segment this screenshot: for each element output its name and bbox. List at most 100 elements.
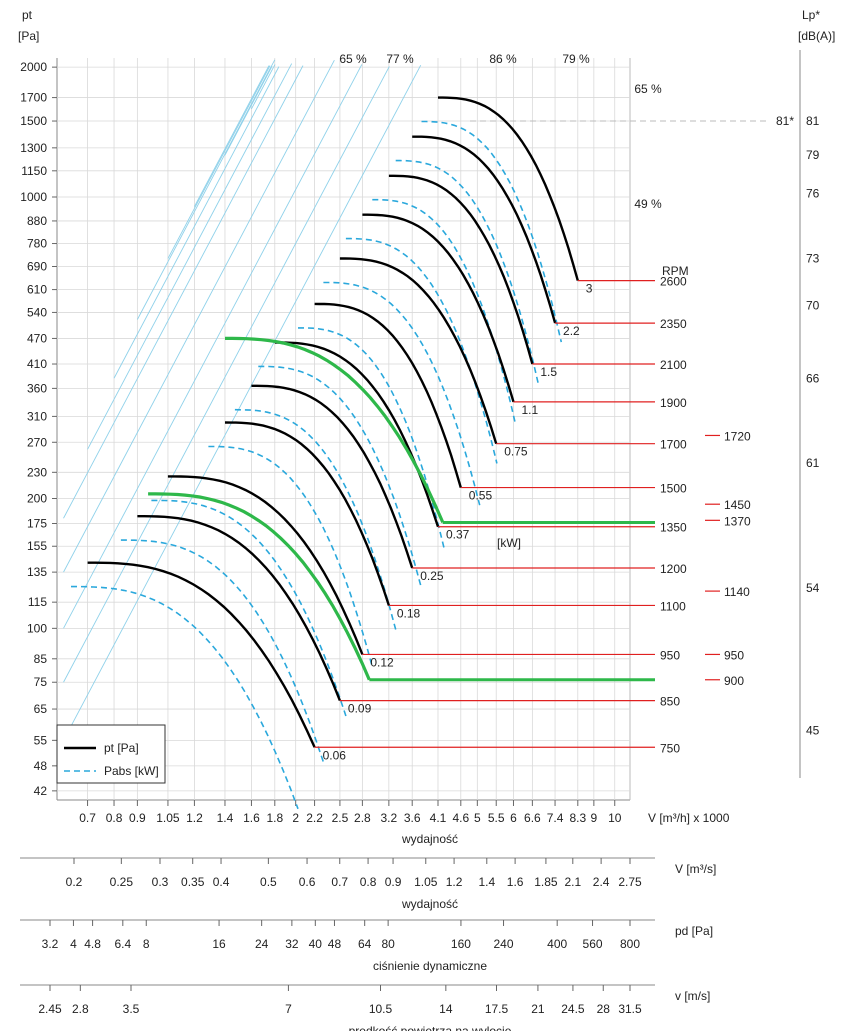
highlighted-curve <box>148 492 371 681</box>
rpm-label: 2350 <box>660 317 687 331</box>
power-curve <box>71 585 299 810</box>
pressure-curve <box>224 421 391 606</box>
power-label: 0.75 <box>504 445 528 459</box>
secondary-tick-label: 800 <box>620 937 640 951</box>
power-label: 0.06 <box>323 748 347 762</box>
system-line <box>87 63 293 450</box>
secondary-tick-label: 21 <box>531 1002 545 1016</box>
right-marker-label: 81* <box>776 114 794 128</box>
power-label: 0.09 <box>348 702 372 716</box>
right-tick-label: 79 <box>806 148 820 162</box>
secondary-tick-label: 64 <box>358 937 372 951</box>
efficiency-label: 86 % <box>489 52 517 66</box>
secondary-tick-label: 2.75 <box>618 875 642 889</box>
secondary-axis-unit: v [m/s] <box>675 989 710 1003</box>
power-label: 1.5 <box>540 365 557 379</box>
y-tick-label: 1300 <box>20 141 47 155</box>
rpm-label: 1200 <box>660 562 687 576</box>
x-tick-label: 3.2 <box>381 811 398 825</box>
secondary-tick-label: 0.7 <box>331 875 348 889</box>
power-label: 1.1 <box>521 403 538 417</box>
pressure-curve <box>137 515 342 702</box>
secondary-tick-label: 32 <box>285 937 299 951</box>
efficiency-label: 79 % <box>562 52 590 66</box>
y-tick-label: 690 <box>27 260 47 274</box>
right-axis-unit: [dB(A)] <box>798 29 835 43</box>
secondary-tick-label: 1.4 <box>478 875 495 889</box>
y-tick-label: 780 <box>27 237 47 251</box>
system-line <box>224 65 273 156</box>
highlighted-curve <box>225 336 445 524</box>
secondary-tick-label: 8 <box>143 937 150 951</box>
rpm-label: 850 <box>660 695 680 709</box>
secondary-tick-label: 48 <box>328 937 342 951</box>
side-rpm-label: 900 <box>724 674 744 688</box>
secondary-tick-label: 7 <box>285 1002 292 1016</box>
legend-box <box>56 724 166 784</box>
y-tick-label: 1500 <box>20 114 47 128</box>
x-tick-label: 1.05 <box>156 811 180 825</box>
system-line <box>113 66 280 379</box>
right-tick-label: 73 <box>806 252 820 266</box>
efficiency-label: 65 % <box>634 82 662 96</box>
power-curve <box>323 281 481 506</box>
secondary-tick-label: 560 <box>583 937 603 951</box>
secondary-tick-label: 3.2 <box>42 937 59 951</box>
secondary-tick-label: 2.4 <box>593 875 610 889</box>
secondary-tick-label: 28 <box>597 1002 611 1016</box>
x-tick-label: 2 <box>292 811 299 825</box>
x-tick-label: 1.8 <box>266 811 283 825</box>
secondary-tick-label: 0.4 <box>213 875 230 889</box>
y-tick-label: 1000 <box>20 190 47 204</box>
x-tick-label: 5 <box>474 811 481 825</box>
x-tick-label: 4.6 <box>452 811 469 825</box>
y-tick-label: 65 <box>34 702 48 716</box>
legend-label-pabs: Pabs [kW] <box>104 764 159 778</box>
system-line <box>63 64 363 629</box>
y-tick-label: 270 <box>27 435 47 449</box>
secondary-tick-label: 0.8 <box>360 875 377 889</box>
pressure-curve <box>339 257 498 445</box>
x-tick-label: 4.1 <box>430 811 447 825</box>
x-tick-label: 3.6 <box>404 811 421 825</box>
power-curve <box>395 159 540 385</box>
right-tick-label: 76 <box>806 186 820 200</box>
side-rpm-label: 1370 <box>724 514 751 528</box>
secondary-tick-label: 2.1 <box>564 875 581 889</box>
efficiency-label: 65 % <box>339 52 367 66</box>
rpm-label: 2600 <box>660 275 687 289</box>
secondary-tick-label: 2.8 <box>72 1002 89 1016</box>
power-curves <box>71 120 563 810</box>
pressure-curve <box>438 96 579 281</box>
side-rpm-label: 1140 <box>724 585 750 599</box>
x-tick-label: 1.2 <box>186 811 203 825</box>
power-label: 0.18 <box>397 606 421 620</box>
rpm-label: 1100 <box>660 599 686 613</box>
secondary-tick-label: 2.45 <box>38 1002 62 1016</box>
axis-labels: 2000170015001300115010008807806906105404… <box>18 8 835 1036</box>
secondary-tick-label: 1.85 <box>534 875 558 889</box>
rpm-label: 1900 <box>660 396 687 410</box>
secondary-tick-label: 24.5 <box>561 1002 585 1016</box>
secondary-tick-label: 10.5 <box>369 1002 393 1016</box>
y-axis-unit: [Pa] <box>18 29 39 43</box>
pressure-curve <box>167 475 364 655</box>
secondary-tick-label: 17.5 <box>485 1002 509 1016</box>
secondary-tick-label: 16 <box>212 937 226 951</box>
secondary-axis-title: wydajność <box>401 897 458 911</box>
system-line <box>63 65 304 519</box>
secondary-axis-title: prędkość powietrza na wylocie <box>349 1024 512 1031</box>
secondary-tick-label: 0.9 <box>385 875 402 889</box>
power-curve <box>372 198 517 426</box>
x-tick-label: 2.8 <box>354 811 371 825</box>
right-tick-label: 66 <box>806 371 820 385</box>
x-tick-label: 6.6 <box>524 811 541 825</box>
system-line <box>251 64 276 110</box>
secondary-tick-label: 0.2 <box>66 875 83 889</box>
y-tick-label: 360 <box>27 381 47 395</box>
secondary-tick-label: 4 <box>70 937 77 951</box>
right-tick-label: 70 <box>806 299 820 313</box>
legend-label-pt: pt [Pa] <box>104 741 139 755</box>
right-tick-label: 54 <box>806 581 820 595</box>
